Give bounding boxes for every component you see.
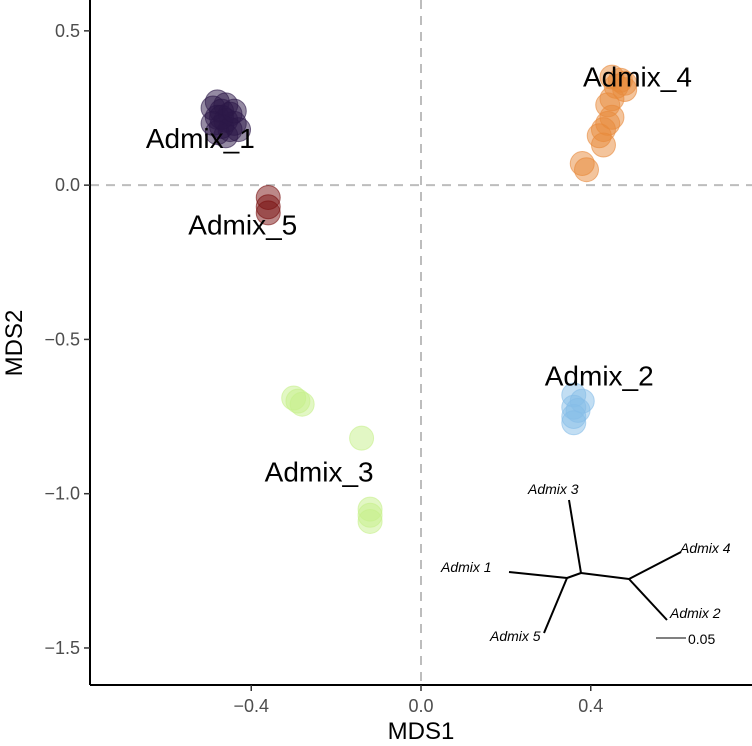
y-tick-label: −1.5	[44, 638, 80, 658]
x-axis-title: MDS1	[388, 718, 455, 745]
y-axis-title: MDS2	[1, 310, 28, 377]
cluster-label-admix-5: Admix_5	[188, 210, 297, 241]
tree-scale-bar-label: 0.05	[688, 631, 715, 647]
cluster-label-admix-1: Admix_1	[146, 123, 255, 154]
data-point-admix-4	[574, 157, 599, 183]
tree-tip-admix5: Admix 5	[489, 628, 541, 644]
y-tick-label: 0.0	[55, 175, 80, 195]
tree-branch-admix1	[508, 571, 568, 579]
tree-branch-admix3	[568, 499, 582, 574]
tree-tip-admix3: Admix 3	[527, 481, 579, 497]
tree-branch-admix4	[628, 551, 682, 580]
cluster-label-admix-4: Admix_4	[583, 61, 692, 92]
cluster-label-admix-3: Admix_3	[265, 456, 374, 487]
reference-lines	[90, 0, 752, 685]
tree-tip-admix2: Admix 2	[669, 605, 721, 621]
data-point-admix-4	[590, 132, 616, 158]
tree-branch-inner-b	[580, 572, 630, 580]
data-points	[200, 64, 638, 534]
data-point-admix-1	[221, 98, 247, 124]
inset-phylogenetic-tree: Admix 3 Admix 1 Admix 4 Admix 2 Admix 5 …	[440, 481, 731, 647]
cluster-labels: Admix_1 Admix_2 Admix_3 Admix_4 Admix_5	[146, 61, 692, 487]
tree-branch-admix5	[543, 577, 568, 634]
x-tick-label: 0.4	[578, 696, 603, 716]
y-tick-label: −0.5	[44, 329, 80, 349]
data-point-admix-3	[357, 508, 383, 534]
data-point-admix-3	[349, 425, 375, 451]
cluster-label-admix-2: Admix_2	[545, 361, 654, 392]
data-point-admix-3	[289, 391, 315, 417]
tree-tip-admix4: Admix 4	[679, 540, 731, 556]
data-point-admix-2	[561, 410, 587, 436]
data-point-admix-5	[255, 200, 281, 226]
tree-branch-inner-a	[566, 572, 582, 579]
tree-tip-admix1: Admix 1	[440, 559, 492, 575]
ticks: −0.4 0.0 0.4 0.5 0.0 −0.5 −1.0 −1.5	[44, 21, 603, 716]
y-tick-label: 0.5	[55, 21, 80, 41]
x-tick-label: −0.4	[233, 696, 269, 716]
x-tick-label: 0.0	[408, 696, 433, 716]
tree-branch-admix2	[628, 578, 668, 621]
y-tick-label: −1.0	[44, 484, 80, 504]
